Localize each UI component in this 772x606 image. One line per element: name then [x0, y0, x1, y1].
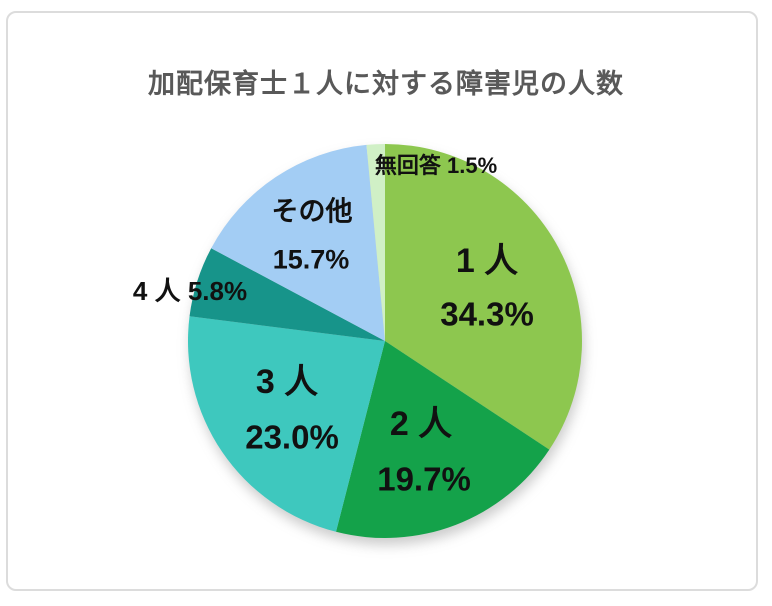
pie-slice-その他[interactable]: [211, 144, 385, 341]
pie-slice-4人[interactable]: [189, 248, 385, 341]
pie-slice-無回答[interactable]: [366, 144, 385, 341]
pie-slice-2人[interactable]: [336, 341, 550, 538]
chart-title: 加配保育士１人に対する障害児の人数: [148, 69, 624, 99]
pie-slice-3人[interactable]: [187, 316, 385, 532]
pie-slice-1人[interactable]: [385, 144, 582, 450]
